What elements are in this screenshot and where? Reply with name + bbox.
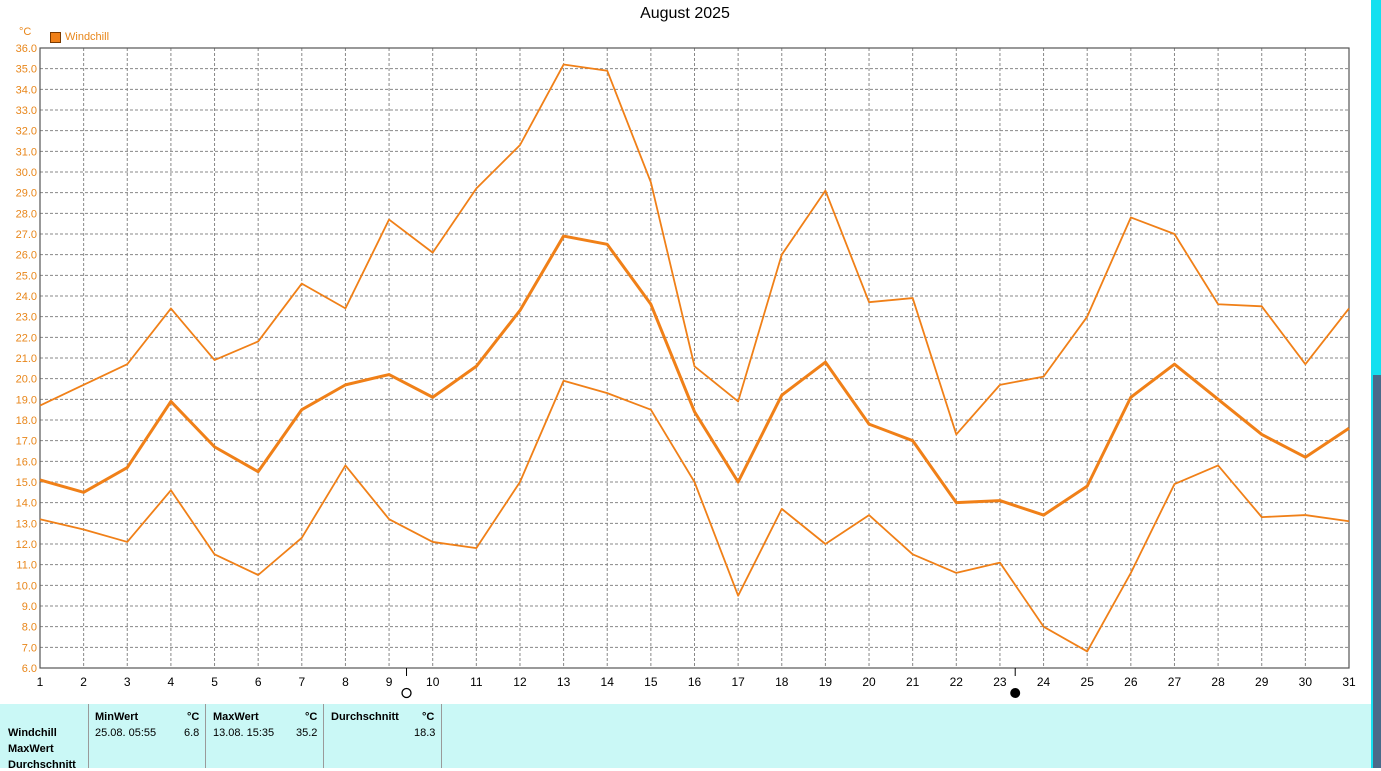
y-tick-label: 16.0 xyxy=(16,456,37,468)
x-tick-label: 23 xyxy=(993,675,1007,689)
stats-avg-header: Durchschnitt xyxy=(331,711,399,723)
x-tick-label: 9 xyxy=(386,675,393,689)
y-tick-label: 29.0 xyxy=(16,188,37,200)
stats-panel: Windchill MaxWert Durchschnitt MinWert °… xyxy=(0,704,1371,771)
y-axis-unit: °C xyxy=(19,26,32,38)
stats-min-header: MinWert xyxy=(95,711,139,723)
x-tick-label: 29 xyxy=(1255,675,1269,689)
x-tick-label: 3 xyxy=(124,675,131,689)
x-tick-label: 31 xyxy=(1342,675,1356,689)
chart-title: August 2025 xyxy=(640,5,730,22)
x-tick-label: 7 xyxy=(298,675,305,689)
y-tick-label: 24.0 xyxy=(16,291,37,303)
x-tick-label: 20 xyxy=(862,675,876,689)
y-tick-label: 20.0 xyxy=(16,374,37,386)
stats-max-value: 35.2 xyxy=(296,727,318,739)
x-tick-label: 19 xyxy=(819,675,833,689)
x-tick-label: 24 xyxy=(1037,675,1051,689)
stats-avg-cell: Durchschnitt °C 18.3 xyxy=(323,704,441,768)
series-line-max xyxy=(39,63,1350,436)
full-moon-icon xyxy=(401,687,412,699)
stats-row-label-maxwert: MaxWert xyxy=(8,743,54,755)
legend: Windchill xyxy=(50,31,109,43)
x-tick-label: 26 xyxy=(1124,675,1138,689)
x-tick-label: 6 xyxy=(255,675,262,689)
y-tick-label: 36.0 xyxy=(16,43,37,55)
plot-frame xyxy=(39,47,1350,669)
x-tick-label: 21 xyxy=(906,675,920,689)
y-tick-label: 30.0 xyxy=(16,167,37,179)
x-tick-label: 28 xyxy=(1211,675,1225,689)
x-tick-label: 4 xyxy=(168,675,175,689)
x-tick-label: 8 xyxy=(342,675,349,689)
x-tick-label: 27 xyxy=(1168,675,1182,689)
legend-label: Windchill xyxy=(65,31,110,43)
right-edge-strip xyxy=(1371,0,1381,768)
x-tick-label: 17 xyxy=(731,675,745,689)
x-tick-label: 13 xyxy=(557,675,571,689)
new-moon-icon xyxy=(1010,688,1021,698)
x-tick-label: 16 xyxy=(688,675,702,689)
y-tick-label: 17.0 xyxy=(16,436,37,448)
y-tick-label: 28.0 xyxy=(16,208,37,220)
x-tick-label: 14 xyxy=(601,675,615,689)
y-tick-label: 35.0 xyxy=(16,64,37,76)
y-tick-label: 27.0 xyxy=(16,229,37,241)
y-tick-label: 12.0 xyxy=(16,539,37,551)
x-tick-label: 2 xyxy=(80,675,87,689)
y-tick-label: 11.0 xyxy=(16,560,37,572)
series-line-avg xyxy=(39,234,1350,517)
y-tick-label: 14.0 xyxy=(16,498,37,510)
y-tick-label: 26.0 xyxy=(16,250,37,262)
x-tick-label: 10 xyxy=(426,675,440,689)
stats-avg-unit: °C xyxy=(422,711,435,723)
x-tick-label: 18 xyxy=(775,675,789,689)
x-tick-label: 5 xyxy=(211,675,218,689)
stats-min-cell: MinWert °C 25.08. 05:55 6.8 xyxy=(88,704,205,768)
y-tick-label: 13.0 xyxy=(16,518,37,530)
stats-max-header: MaxWert xyxy=(213,711,259,723)
stats-max-datetime: 13.08. 15:35 xyxy=(213,727,275,739)
stats-max-cell: MaxWert °C 13.08. 15:35 35.2 xyxy=(205,704,323,768)
stats-min-datetime: 25.08. 05:55 xyxy=(95,727,157,739)
stats-divider xyxy=(441,704,442,768)
stats-avg-value: 18.3 xyxy=(414,727,436,739)
x-tick-label: 22 xyxy=(950,675,964,689)
y-tick-label: 10.0 xyxy=(16,580,37,592)
stats-row-label-durchschnitt: Durchschnitt xyxy=(8,759,76,771)
y-tick-label: 7.0 xyxy=(22,642,37,654)
stats-min-value: 6.8 xyxy=(184,727,200,739)
windchill-chart: 6.0 7.0 8.0 9.0 10.0 11.0 12.0 13.0 14.0 15.0 16.0… xyxy=(16,43,1356,699)
stats-max-unit: °C xyxy=(305,711,318,723)
stats-row-label-windchill: Windchill xyxy=(8,727,57,739)
x-tick-label: 25 xyxy=(1081,675,1095,689)
x-tick-label: 1 xyxy=(37,675,44,689)
y-tick-label: 34.0 xyxy=(16,84,37,96)
y-tick-label: 22.0 xyxy=(16,332,37,344)
y-tick-label: 31.0 xyxy=(16,146,37,158)
y-tick-label: 9.0 xyxy=(22,601,37,613)
y-tick-label: 18.0 xyxy=(16,415,37,427)
x-tick-label: 30 xyxy=(1299,675,1313,689)
y-tick-label: 33.0 xyxy=(16,105,37,117)
y-tick-label: 25.0 xyxy=(16,270,37,282)
y-tick-label: 15.0 xyxy=(16,477,37,489)
y-tick-label: 19.0 xyxy=(16,394,37,406)
x-tick-label: 12 xyxy=(513,675,527,689)
right-edge-image xyxy=(1373,375,1381,768)
y-tick-label: 23.0 xyxy=(16,312,37,324)
y-tick-label: 8.0 xyxy=(22,622,37,634)
legend-swatch xyxy=(50,31,61,43)
y-tick-label: 6.0 xyxy=(22,663,37,675)
y-tick-label: 32.0 xyxy=(16,126,37,138)
stats-min-unit: °C xyxy=(187,711,200,723)
series-line-min xyxy=(39,379,1350,653)
y-tick-label: 21.0 xyxy=(16,353,37,365)
x-tick-label: 15 xyxy=(644,675,658,689)
x-tick-label: 11 xyxy=(470,675,483,689)
